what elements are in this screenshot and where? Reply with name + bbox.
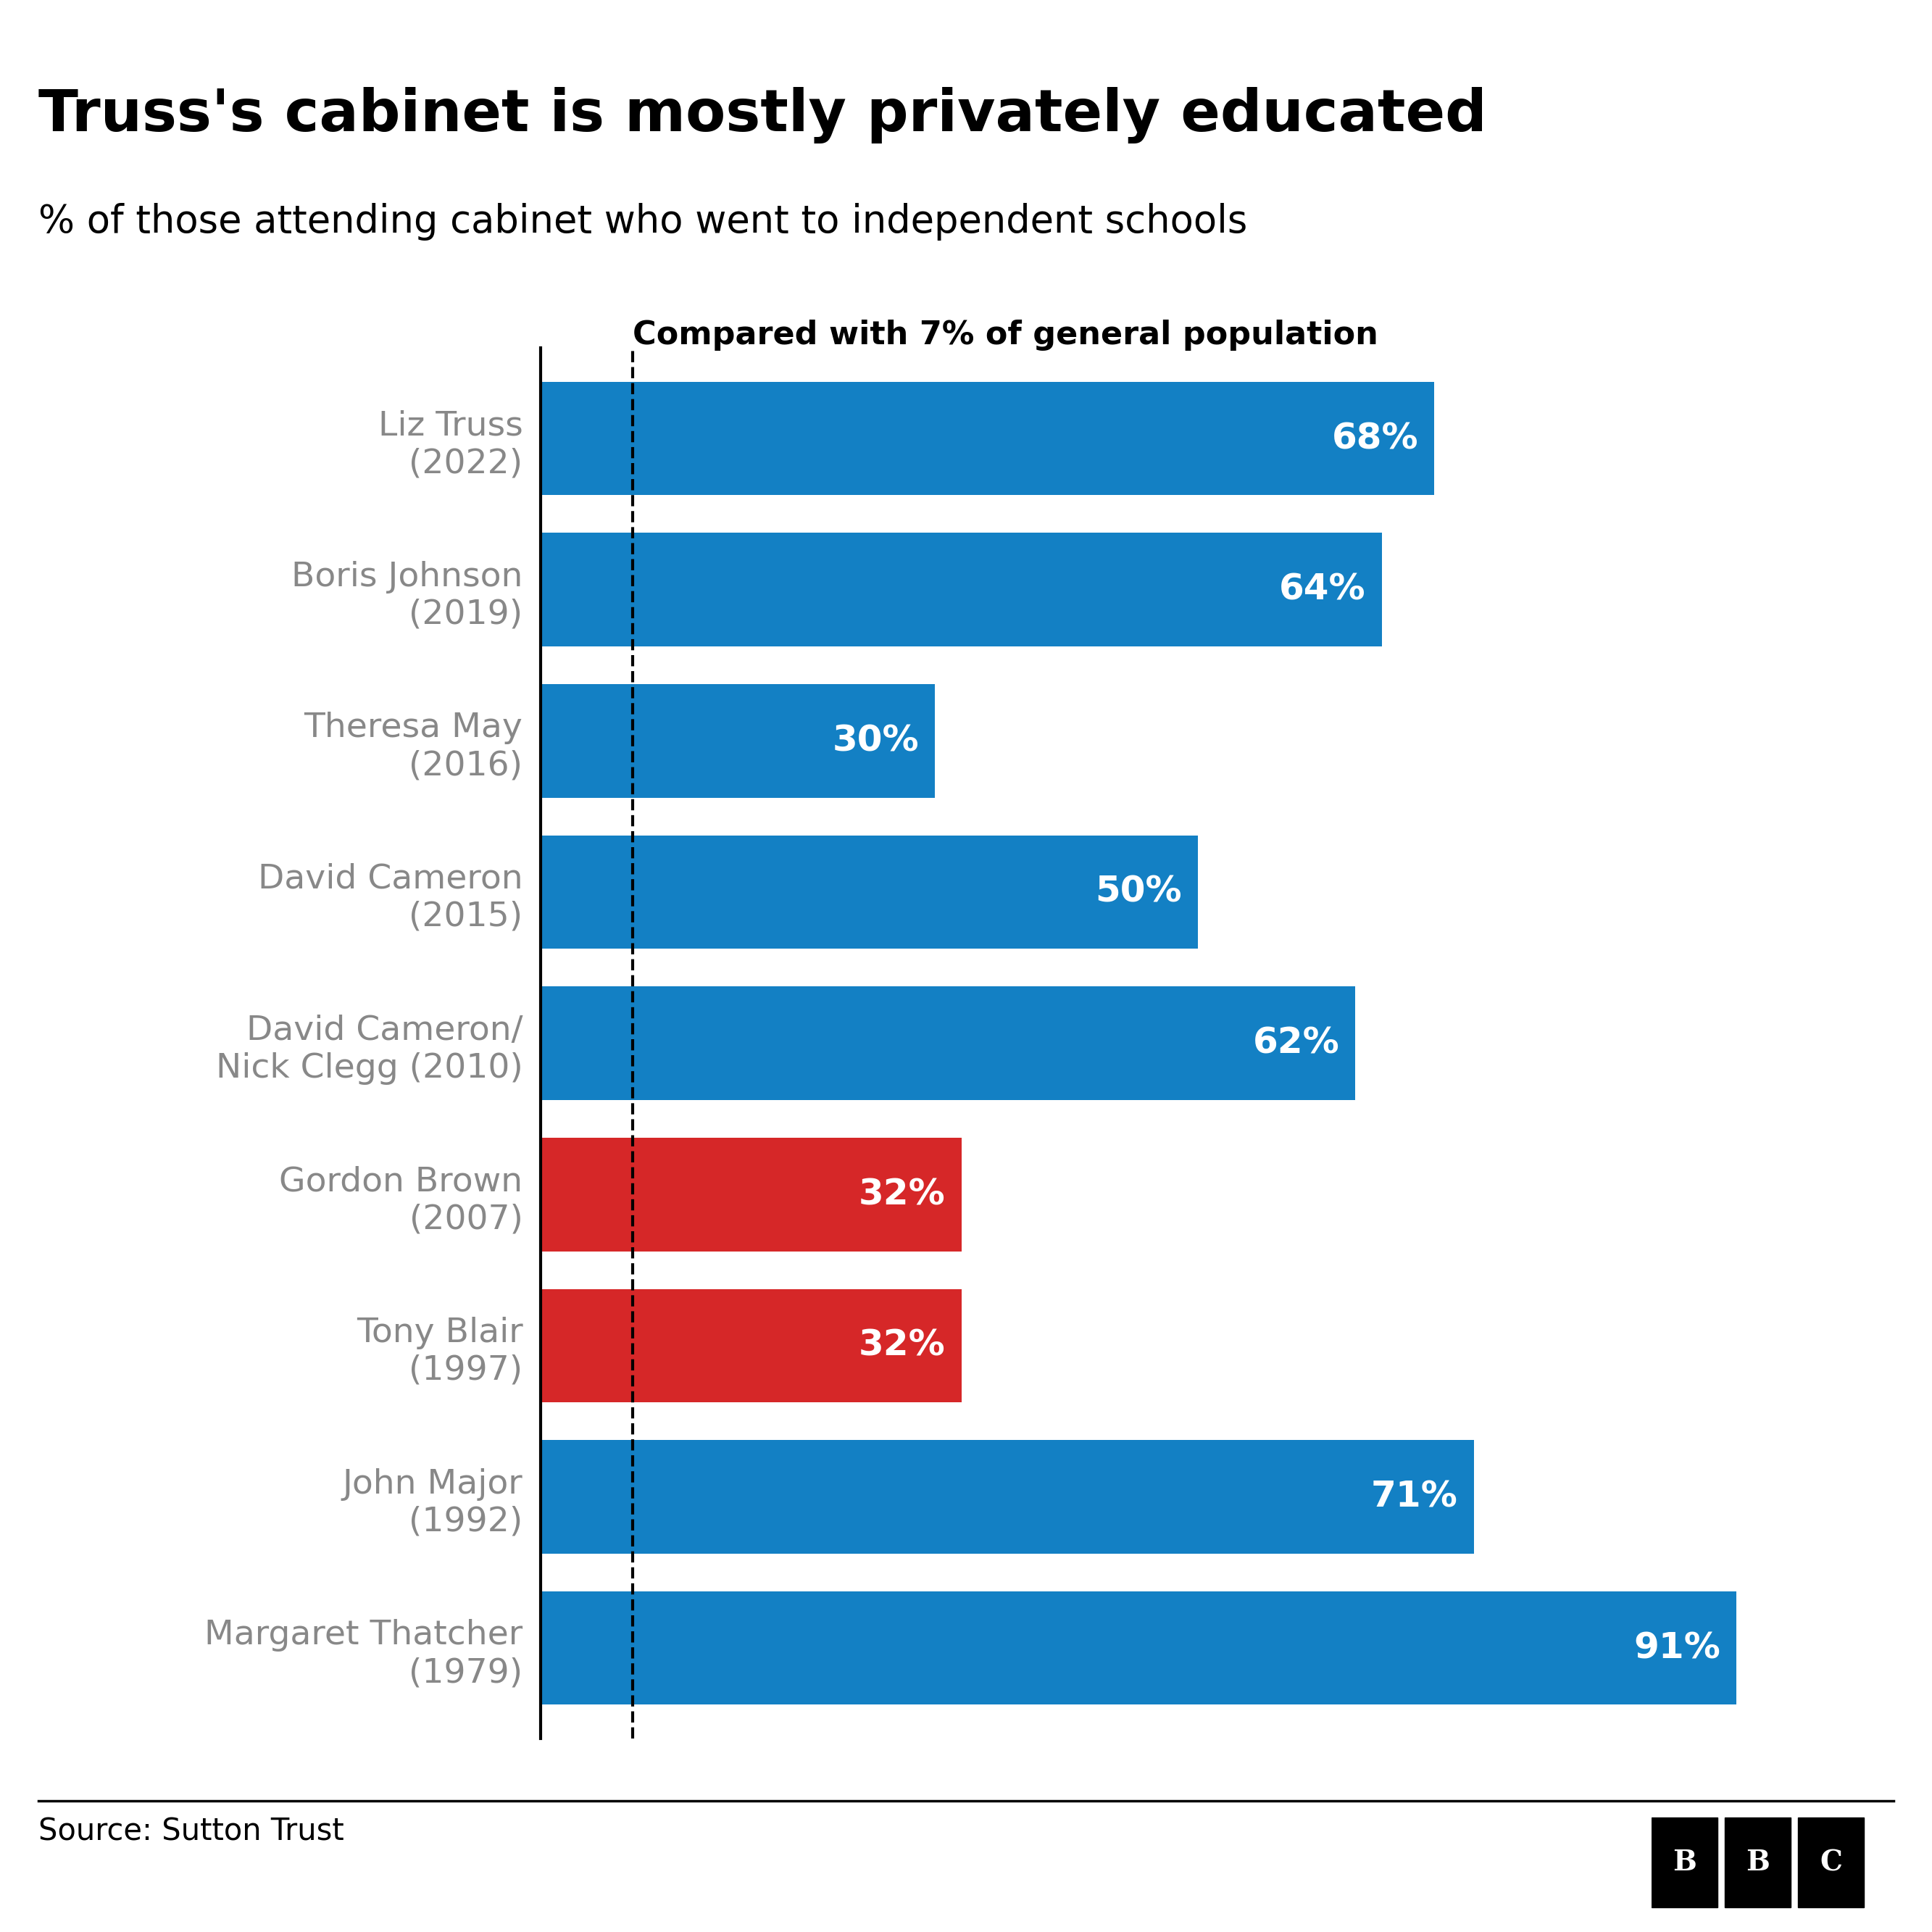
Text: C: C xyxy=(1820,1849,1843,1876)
Text: 91%: 91% xyxy=(1634,1631,1721,1665)
Text: B: B xyxy=(1747,1849,1770,1876)
Bar xyxy=(541,1592,1737,1704)
Bar xyxy=(541,1439,1474,1553)
Text: B: B xyxy=(1673,1849,1696,1876)
Text: Source: Sutton Trust: Source: Sutton Trust xyxy=(39,1816,344,1847)
Bar xyxy=(541,684,935,798)
Text: 32%: 32% xyxy=(860,1329,945,1364)
Text: 50%: 50% xyxy=(1095,875,1182,910)
Bar xyxy=(541,1289,962,1403)
Bar xyxy=(541,533,1381,647)
Bar xyxy=(541,987,1356,1099)
Bar xyxy=(541,835,1198,949)
Bar xyxy=(1799,1818,1864,1907)
Bar xyxy=(541,1138,962,1252)
Text: 30%: 30% xyxy=(833,723,920,757)
Bar xyxy=(1652,1818,1718,1907)
Text: Compared with 7% of general population: Compared with 7% of general population xyxy=(634,319,1379,352)
Text: 64%: 64% xyxy=(1279,572,1366,607)
Bar xyxy=(541,383,1434,495)
Text: 71%: 71% xyxy=(1372,1480,1459,1515)
Text: 32%: 32% xyxy=(860,1177,945,1211)
Text: 68%: 68% xyxy=(1331,421,1418,456)
Text: % of those attending cabinet who went to independent schools: % of those attending cabinet who went to… xyxy=(39,203,1248,242)
Bar xyxy=(1725,1818,1791,1907)
Text: 62%: 62% xyxy=(1254,1026,1339,1061)
Text: Truss's cabinet is mostly privately educated: Truss's cabinet is mostly privately educ… xyxy=(39,87,1488,143)
